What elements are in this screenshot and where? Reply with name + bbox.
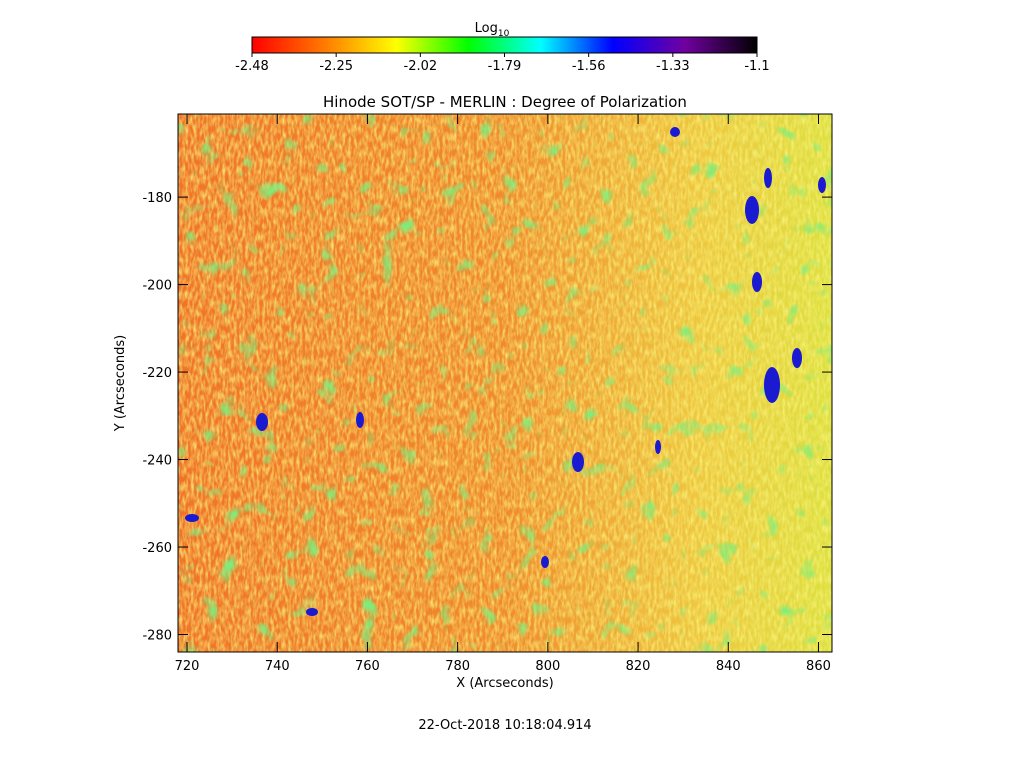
timestamp: 22-Oct-2018 10:18:04.914: [418, 718, 591, 733]
x-tick-label: 800: [535, 659, 560, 674]
y-tick-label: -240: [142, 454, 172, 469]
x-tick-label: 740: [265, 659, 290, 674]
y-axis-label: Y (Arcseconds): [113, 335, 128, 432]
colorbar-label: Log10: [475, 21, 510, 39]
x-tick-label: 840: [716, 659, 741, 674]
y-tick-label: -280: [142, 629, 172, 644]
x-tick-label: 720: [175, 659, 200, 674]
x-tick-label: 820: [626, 659, 651, 674]
x-tick-label: 860: [806, 659, 831, 674]
plot-frame: [177, 113, 833, 653]
colorbar-tick-label: -1.33: [656, 59, 690, 74]
colorbar: [251, 36, 758, 54]
colorbar-label-main: Log: [475, 21, 498, 36]
colorbar-tick-label: -1.79: [488, 59, 522, 74]
y-tick-label: -180: [142, 191, 172, 206]
y-tick-label: -200: [142, 279, 172, 294]
x-axis-label: X (Arcseconds): [456, 676, 553, 691]
x-tick-label: 780: [445, 659, 470, 674]
y-tick-label: -220: [142, 366, 172, 381]
chart-title: Hinode SOT/SP - MERLIN : Degree of Polar…: [323, 93, 687, 111]
y-tick-label: -260: [142, 541, 172, 556]
colorbar-tick-label: -2.48: [235, 59, 269, 74]
x-tick-label: 760: [355, 659, 380, 674]
colorbar-label-subscript: 10: [498, 29, 510, 39]
colorbar-tick-label: -1.56: [572, 59, 606, 74]
colorbar-tick-label: -1.1: [744, 59, 769, 74]
heatmap-image: [178, 114, 832, 652]
colorbar-tick-label: -2.25: [319, 59, 353, 74]
colorbar-tick-label: -2.02: [404, 59, 438, 74]
